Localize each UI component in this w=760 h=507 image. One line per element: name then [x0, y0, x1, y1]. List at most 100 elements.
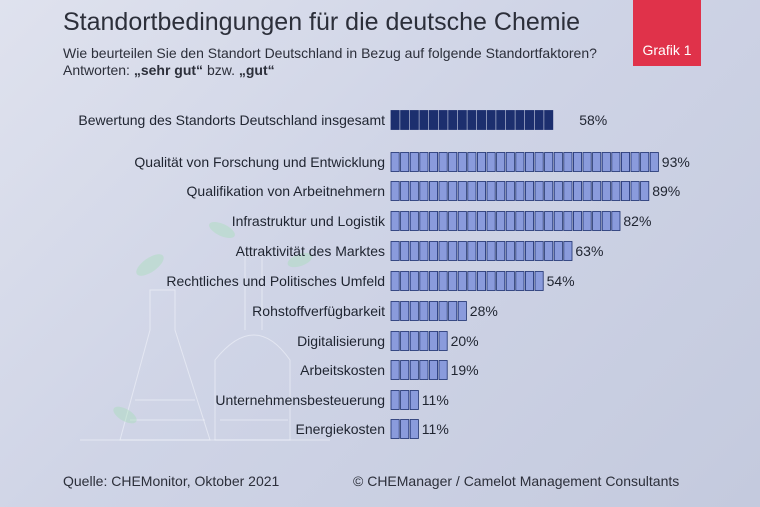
bar-segment — [390, 360, 400, 380]
bar-segment — [496, 152, 506, 172]
bar-segment — [515, 110, 525, 130]
bar-segment — [390, 110, 400, 130]
bar-segment — [409, 419, 419, 439]
category-label: Rechtliches und Politisches Umfeld — [166, 273, 385, 289]
bar-segment — [409, 271, 419, 291]
bar-segment — [573, 211, 583, 231]
bar-segment — [467, 271, 477, 291]
bar-segment — [448, 211, 458, 231]
bar-segment — [476, 241, 486, 261]
bar — [390, 331, 448, 351]
bar-segment — [611, 181, 621, 201]
bar-segment — [428, 301, 438, 321]
bar-segment — [601, 152, 611, 172]
answers-sehr-gut: „sehr gut“ — [133, 62, 204, 78]
bar-segment — [486, 152, 496, 172]
bar-segment — [428, 331, 438, 351]
bar-segment — [428, 271, 438, 291]
value-label: 11% — [422, 421, 449, 437]
bar-segment — [390, 211, 400, 231]
bar-segment — [438, 241, 448, 261]
bar-segment — [592, 181, 602, 201]
bar — [390, 301, 467, 321]
bar-segment — [428, 211, 438, 231]
bar-segment — [409, 110, 419, 130]
bar-segment — [419, 241, 429, 261]
source-note: Quelle: CHEMonitor, Oktober 2021 — [63, 473, 280, 489]
bar-segment — [438, 110, 448, 130]
bar-segment — [438, 301, 448, 321]
bar-segment — [390, 301, 400, 321]
answers-mid: bzw. — [203, 62, 239, 78]
category-label: Rohstoffverfügbarkeit — [252, 303, 385, 319]
figure-badge: Grafik 1 — [633, 0, 701, 66]
bar-segment — [515, 271, 525, 291]
bar-segment — [400, 301, 410, 321]
bar-segment — [563, 152, 573, 172]
bar-segment — [496, 181, 506, 201]
bar-segment — [563, 181, 573, 201]
bar-segment — [448, 241, 458, 261]
answers-gut: „gut“ — [238, 62, 275, 78]
bar-segment — [400, 390, 410, 410]
bar-segment — [409, 360, 419, 380]
bar — [390, 419, 419, 439]
bar-segment — [476, 271, 486, 291]
bar-segment — [448, 152, 458, 172]
bar-segment — [544, 211, 554, 231]
bar-segment — [525, 241, 535, 261]
bar-segment — [611, 152, 621, 172]
bar-segment — [390, 241, 400, 261]
bar-segment — [409, 211, 419, 231]
chart-subtitle: Wie beurteilen Sie den Standort Deutschl… — [63, 45, 597, 61]
bar-segment — [428, 181, 438, 201]
bar-segment — [419, 271, 429, 291]
bar-segment — [419, 110, 429, 130]
bar — [390, 181, 650, 201]
category-label: Bewertung des Standorts Deutschland insg… — [78, 112, 385, 128]
value-label: 54% — [547, 273, 575, 289]
bar-segment — [505, 211, 515, 231]
value-label: 63% — [575, 243, 603, 259]
bar-segment — [428, 110, 438, 130]
category-label: Qualität von Forschung und Entwicklung — [134, 154, 385, 170]
bar-segment — [400, 181, 410, 201]
bar-segment — [601, 211, 611, 231]
bar-segment — [515, 211, 525, 231]
bar-segment — [476, 211, 486, 231]
bar-segment — [486, 271, 496, 291]
value-label: 58% — [579, 112, 607, 128]
bar-segment — [601, 181, 611, 201]
bar-segment — [496, 110, 506, 130]
bar-segment — [438, 331, 448, 351]
bar-segment — [563, 241, 573, 261]
bar-segment — [400, 211, 410, 231]
bar-segment — [467, 211, 477, 231]
bar-segment — [457, 110, 467, 130]
bar-segment — [457, 181, 467, 201]
chart-title: Standortbedingungen für die deutsche Che… — [63, 8, 581, 36]
answers-prefix: Antworten: — [63, 62, 134, 78]
bar-segment — [390, 152, 400, 172]
bar-segment — [419, 181, 429, 201]
bar-segment — [428, 360, 438, 380]
bar-segment — [553, 181, 563, 201]
bar-segment — [534, 110, 544, 130]
category-label: Energiekosten — [295, 421, 385, 437]
bar-segment — [534, 241, 544, 261]
bar-segment — [640, 152, 650, 172]
bar-segment — [400, 331, 410, 351]
bar-segment — [390, 390, 400, 410]
bar-segment — [534, 152, 544, 172]
bar-segment — [525, 211, 535, 231]
bar-segment — [534, 181, 544, 201]
bar-segment — [486, 110, 496, 130]
bar-segment — [582, 211, 592, 231]
bar-segment — [649, 152, 659, 172]
bar-segment — [534, 271, 544, 291]
bar-segment — [457, 211, 467, 231]
bar-segment — [409, 390, 419, 410]
bar-segment — [448, 181, 458, 201]
bar-segment — [419, 331, 429, 351]
